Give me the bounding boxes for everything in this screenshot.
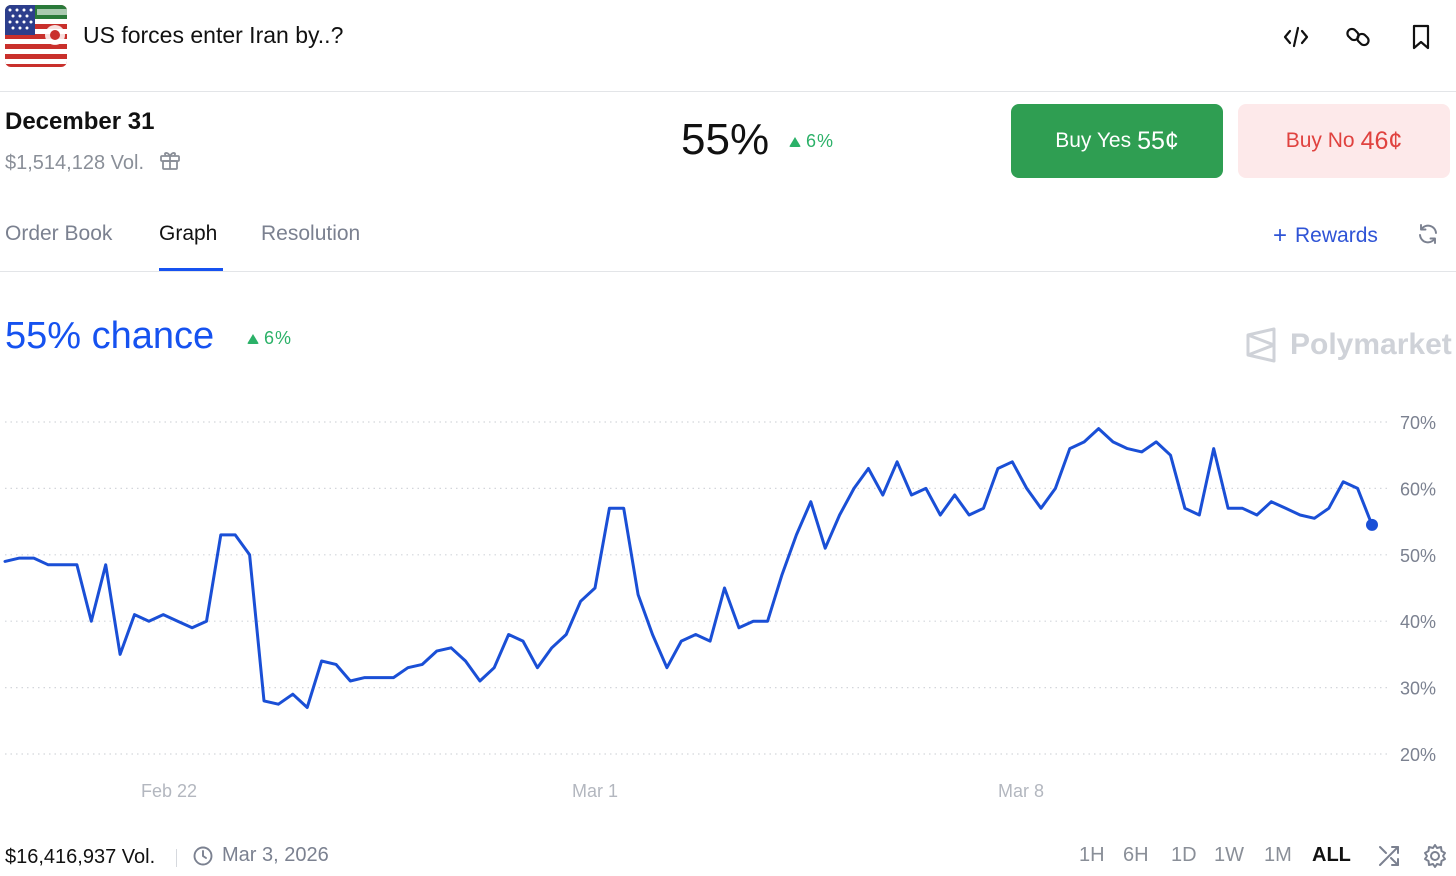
link-icon[interactable] [1343,22,1373,52]
buy-yes-label: Buy Yes [1055,129,1132,152]
tab-graph[interactable]: Graph [159,222,218,245]
buy-no-button[interactable]: Buy No 46¢ [1238,104,1450,178]
chance-label: 55% chance [5,315,215,357]
market-tabs: Order Book Graph Resolution + Rewards [0,210,1456,272]
x-tick-label: Feb 22 [141,781,197,801]
shuffle-icon[interactable] [1375,842,1403,870]
chance-change-text: 6% [264,328,293,348]
chance-change: 6% [247,328,292,349]
range-all[interactable]: ALL [1312,844,1351,866]
range-1h[interactable]: 1H [1079,844,1105,866]
footer-divider [176,849,177,867]
probability-change-text: 6% [806,131,835,151]
x-tick-label: Mar 8 [998,781,1044,801]
y-tick-label: 40% [1400,612,1436,632]
rewards-button[interactable]: + Rewards [1273,222,1378,250]
up-arrow-icon [789,136,801,147]
y-tick-label: 30% [1400,679,1436,699]
embed-icon[interactable] [1281,22,1311,52]
outcome-probability: 55% [681,115,770,164]
y-tick-label: 50% [1400,546,1436,566]
outcome-date: December 31 [5,108,155,135]
end-date: Mar 3, 2026 [192,844,329,867]
buy-no-price: 46¢ [1360,126,1403,155]
series-line [3,427,1374,709]
up-arrow-icon [247,333,259,344]
total-volume: $16,416,937 Vol. [5,846,156,868]
rewards-label: Rewards [1295,224,1378,247]
x-tick-label: Mar 1 [572,781,618,801]
clock-icon [193,846,213,865]
polymarket-brand-text: Polymarket [1290,328,1452,361]
outcome-volume: $1,514,128 Vol. [5,148,182,178]
buy-yes-button[interactable]: Buy Yes 55¢ [1011,104,1223,178]
y-tick-label: 70% [1400,413,1436,433]
active-tab-indicator [159,268,223,271]
last-point-marker [1366,518,1378,531]
tab-resolution[interactable]: Resolution [261,222,361,245]
plus-icon: + [1273,222,1288,249]
gift-icon[interactable] [158,148,182,178]
polymarket-logo-icon [1246,327,1276,363]
y-tick-label: 60% [1400,479,1436,499]
buy-no-label: Buy No [1285,129,1355,152]
probability-change: 6% [789,131,834,152]
chart-footer: $16,416,937 Vol. Mar 3, 2026 1H 6H 1D 1W… [0,838,1456,876]
y-tick-label: 20% [1400,745,1436,765]
end-date-text: Mar 3, 2026 [222,844,329,866]
polymarket-watermark: Polymarket [1244,327,1452,363]
tab-order-book[interactable]: Order Book [5,222,113,245]
market-header: US forces enter Iran by..? [0,0,1456,92]
settings-gear-icon[interactable] [1421,842,1449,870]
buy-yes-price: 55¢ [1137,126,1179,155]
outcome-volume-text: $1,514,128 Vol. [5,151,145,174]
market-title: US forces enter Iran by..? [83,22,344,48]
range-1w[interactable]: 1W [1214,844,1244,866]
bookmark-icon[interactable] [1406,22,1436,52]
range-6h[interactable]: 6H [1123,844,1149,866]
probability-chart[interactable]: 70% 60% 50% 40% 30% 20% Feb 22 Mar 1 Mar 8 [0,395,1456,815]
market-thumbnail [5,5,67,67]
range-1m[interactable]: 1M [1264,844,1292,866]
range-1d[interactable]: 1D [1171,844,1197,866]
refresh-icon[interactable] [1416,222,1440,251]
